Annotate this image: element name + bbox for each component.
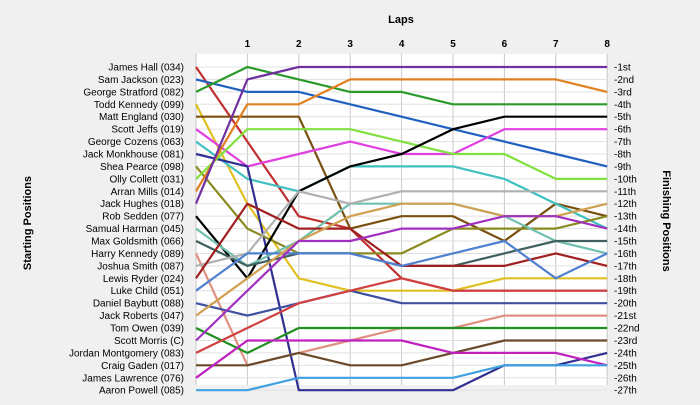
starting-position-label: Matt England (030) <box>99 112 184 123</box>
finishing-position-label: -19th <box>614 286 637 297</box>
finishing-position-label: -6th <box>614 125 631 136</box>
series-line <box>195 289 608 317</box>
series-line <box>195 277 608 354</box>
starting-position-label: James Lawrence (076) <box>82 373 184 384</box>
finishing-position-label: -26th <box>614 373 637 384</box>
series-line <box>195 339 608 379</box>
starting-position-label: Joshua Smith (087) <box>97 261 184 272</box>
finishing-position-label: -13th <box>614 212 637 223</box>
x-tick-label: 2 <box>296 39 302 50</box>
starting-position-label: Sam Jackson (023) <box>98 75 184 86</box>
starting-position-label: Scott Morris (C) <box>114 336 184 347</box>
x-tick-label: 1 <box>245 39 251 50</box>
series-line <box>195 190 608 267</box>
series-line <box>195 65 608 106</box>
finishing-position-label: -24th <box>614 348 637 359</box>
finishing-position-label: -15th <box>614 237 637 248</box>
starting-position-label: Olly Collett (031) <box>110 174 184 185</box>
series-line <box>195 239 608 292</box>
finishing-position-label: -14th <box>614 224 637 235</box>
starting-position-label: Jack Roberts (047) <box>100 311 184 322</box>
starting-position-label: Luke Child (051) <box>111 286 184 297</box>
finishing-position-label: -7th <box>614 137 631 148</box>
starting-position-label: James Hall (034) <box>108 63 184 74</box>
finishing-position-label: -25th <box>614 361 637 372</box>
starting-position-label: Arran Mills (014) <box>111 187 184 198</box>
finishing-position-label: -11th <box>614 187 636 198</box>
starting-position-label: Jack Monkhouse (081) <box>83 150 184 161</box>
starting-position-label: George Stratford (082) <box>83 87 184 98</box>
finishing-position-label: -1st <box>614 63 631 74</box>
starting-position-label: Scott Jeffs (019) <box>111 125 184 136</box>
starting-position-labels: James Hall (034)Sam Jackson (023)George … <box>69 63 184 397</box>
starting-position-label: Craig Gaden (017) <box>101 361 184 372</box>
finishing-position-label: -17th <box>614 261 637 272</box>
x-tick-labels: 1 2 3 4 5 6 7 8 <box>245 39 611 50</box>
series-line <box>195 78 608 168</box>
finishing-position-label: -12th <box>614 199 637 210</box>
finishing-position-label: -4th <box>614 100 631 111</box>
x-tick-label: 6 <box>502 39 508 50</box>
finishing-position-label: -21st <box>614 311 636 322</box>
starting-position-label: Jack Hughes (018) <box>100 199 184 210</box>
starting-position-label: Jordan Montgomery (083) <box>69 348 184 359</box>
series-line <box>195 103 608 292</box>
x-tick-label: 8 <box>604 39 610 50</box>
finishing-position-label: -20th <box>614 299 637 310</box>
series-line <box>195 115 608 280</box>
series-line <box>195 128 608 180</box>
x-tick-label: 5 <box>450 39 456 50</box>
finishing-position-label: -27th <box>614 386 637 397</box>
starting-position-label: Harry Kennedy (089) <box>91 249 184 260</box>
finishing-position-labels: -1st-2nd-3rd -4th-5th -6th-7th -8th-9th-10t… <box>614 63 640 397</box>
finishing-position-label: -23rd <box>614 336 637 347</box>
finishing-position-label: -5th <box>614 112 631 123</box>
x-axis-title: Laps <box>388 14 414 26</box>
starting-position-label: Shea Pearce (098) <box>100 162 184 173</box>
series-line <box>194 65 608 205</box>
starting-position-label: Samual Harman (045) <box>86 224 184 235</box>
finishing-position-label: -10th <box>614 174 637 185</box>
series-lines <box>194 65 608 392</box>
starting-position-label: Tom Owen (039) <box>110 324 184 335</box>
x-tick-label: 7 <box>553 39 559 50</box>
starting-position-label: Aaron Powell (085) <box>99 386 184 397</box>
finishing-position-label: -3rd <box>614 87 632 98</box>
finishing-position-label: -16th <box>614 249 637 260</box>
y-axis-right-title: Finishing Positions <box>660 170 672 271</box>
starting-position-label: Todd Kennedy (099) <box>94 100 184 111</box>
x-tick-label: 3 <box>347 39 353 50</box>
finishing-position-label: -18th <box>614 274 637 285</box>
finishing-position-label: -8th <box>614 150 631 161</box>
series-line <box>195 78 608 192</box>
finishing-position-label: -9th <box>614 162 631 173</box>
starting-position-label: Lewis Ryder (024) <box>103 274 184 285</box>
x-tick-label: 4 <box>399 39 405 50</box>
starting-position-label: Rob Sedden (077) <box>102 212 184 223</box>
series-line <box>196 364 608 392</box>
starting-position-label: Daniel Baybutt (088) <box>93 299 184 310</box>
y-axis-left-title: Starting Positions <box>22 176 34 270</box>
starting-position-label: George Cozens (063) <box>88 137 184 148</box>
finishing-position-label: -22nd <box>614 324 640 335</box>
series-line <box>196 339 608 367</box>
finishing-position-label: -2nd <box>614 75 634 86</box>
starting-position-label: Max Goldsmith (066) <box>91 237 184 248</box>
series-line <box>195 165 608 255</box>
series-line <box>195 140 608 230</box>
series-line <box>195 326 608 354</box>
series-line <box>195 215 608 342</box>
